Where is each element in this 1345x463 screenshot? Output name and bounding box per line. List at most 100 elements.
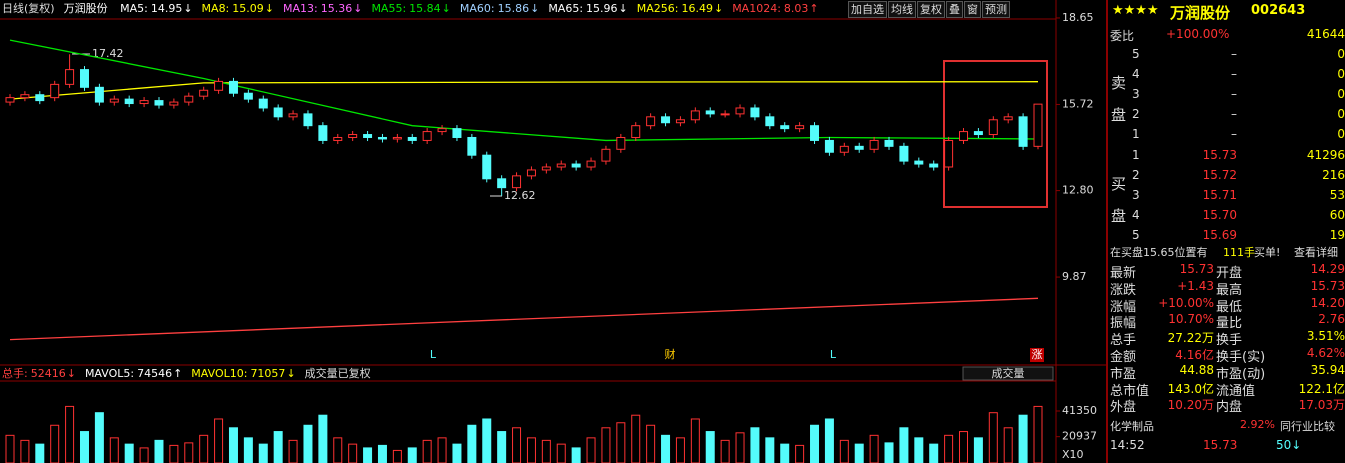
candle-body <box>497 178 507 189</box>
candle-body <box>184 95 194 103</box>
legend-item: MA8: 15.09↓ <box>202 2 274 15</box>
stat-label: 最新 <box>1110 266 1137 281</box>
y-tick-label: 12.80 <box>1062 184 1094 197</box>
volume-legend-value: 74546 <box>137 367 173 380</box>
candle-body <box>79 69 89 88</box>
legend-item: MA55: 15.84↓ <box>371 2 450 15</box>
toolbar-button[interactable]: 均线 <box>888 1 916 18</box>
candle-body <box>735 107 745 115</box>
book-level: 4 <box>1132 67 1140 81</box>
volume-bar <box>675 437 685 463</box>
chart: 17.42 12.62 L 财 L 涨 X10 成交量 18.65 15.72 12… <box>0 0 1106 463</box>
notice-link[interactable]: 查看详细 <box>1294 246 1338 259</box>
candle-body <box>810 125 820 141</box>
legend-trend: ↓ <box>530 2 540 15</box>
legend-item: MA13: 15.36↓ <box>283 2 362 15</box>
legend-trend: ↓ <box>353 2 363 15</box>
volume-menu[interactable]: 成交量 <box>992 366 1025 380</box>
legend-value: 8.03 <box>783 2 809 15</box>
toolbar-button[interactable]: 窗 <box>964 1 981 18</box>
volume-legend-label: 总手: <box>2 367 28 380</box>
candle-body <box>526 169 536 177</box>
volume-bar <box>50 424 60 463</box>
stat-value: 2.76 <box>1318 312 1345 327</box>
volume-bar <box>780 443 790 463</box>
book-price: – <box>1231 47 1237 61</box>
legend-item: MA60: 15.86↓ <box>460 2 539 15</box>
volume-note: 成交量已复权 <box>304 367 371 380</box>
book-price: – <box>1231 67 1237 81</box>
quote-panel: ★★★★ 万润股份 002643 委比 +100.00% 41644 卖盘 5 – 0 4 – 0 3 – 0… <box>1106 0 1345 463</box>
volume-bar <box>258 443 268 463</box>
candle-body <box>228 80 238 94</box>
book-price: – <box>1231 107 1237 121</box>
volume-bar <box>318 414 328 463</box>
candle-body <box>869 139 879 150</box>
event-marker[interactable]: 财 <box>665 347 676 361</box>
volume-tick-label: 41350 <box>1062 404 1097 417</box>
stat-label: 市盈 <box>1110 366 1137 382</box>
volume-bar <box>109 437 119 463</box>
volume-bar <box>735 432 745 463</box>
candle-body <box>839 145 849 153</box>
stat-value: 4.16亿 <box>1175 348 1214 362</box>
legend-item: MA5: 14.95↓ <box>120 2 192 15</box>
candle-body <box>482 154 492 180</box>
event-marker[interactable]: 涨 <box>1032 348 1043 361</box>
highlight-box <box>943 60 1048 208</box>
event-marker[interactable]: L <box>830 348 837 361</box>
stock-name: 万润股份 <box>63 2 108 15</box>
toolbar-button[interactable]: 加自选 <box>848 1 887 18</box>
volume-bar <box>333 437 343 463</box>
event-marker[interactable]: L <box>430 348 437 361</box>
high-annotation: 17.42 <box>92 47 124 60</box>
legend-label: MA65: <box>548 2 584 15</box>
stat-label: 换手 <box>1216 333 1243 349</box>
notice-type: 买单! <box>1254 246 1281 259</box>
candle-body <box>392 136 402 140</box>
stat-value: 4.62% <box>1306 346 1345 360</box>
candle-body <box>377 136 387 140</box>
candle-body <box>452 128 462 138</box>
volume-bar <box>586 437 596 463</box>
stat-label: 涨跌 <box>1110 282 1137 298</box>
candle-body <box>988 119 998 136</box>
candle-body <box>94 86 104 103</box>
stat-value: 14.20 <box>1310 295 1345 310</box>
industry-compare[interactable]: 同行业比较 <box>1280 420 1335 433</box>
legend-trend: ↓ <box>618 2 628 15</box>
toolbar-button[interactable]: 预测 <box>982 1 1010 18</box>
candle-body <box>914 160 924 165</box>
candle-body <box>199 89 209 97</box>
toolbar-button[interactable]: 叠 <box>946 1 963 18</box>
panel-stock-code: 002643 <box>1251 3 1306 18</box>
candle-body <box>333 136 343 141</box>
book-volume: 0 <box>1337 87 1345 101</box>
candle-body <box>780 125 790 130</box>
legend-trend: ↓ <box>183 2 193 15</box>
book-price: – <box>1231 127 1237 141</box>
candle-body <box>944 139 954 168</box>
volume-bar <box>303 424 313 463</box>
book-volume: 60 <box>1329 208 1345 222</box>
volume-bar <box>959 431 969 463</box>
book-price: – <box>1231 87 1237 101</box>
volume-bar <box>765 437 775 463</box>
low-annotation: 12.62 <box>504 189 536 202</box>
legend-value: 14.95 <box>150 2 183 15</box>
book-volume: 19 <box>1329 228 1345 242</box>
candle-body <box>348 134 358 138</box>
order-ratio-value: +100.00% <box>1166 27 1230 41</box>
volume-tick-label: 20937 <box>1062 430 1097 443</box>
book-volume: 0 <box>1337 127 1345 141</box>
volume-bar <box>154 439 164 463</box>
toolbar-button[interactable]: 复权 <box>917 1 945 18</box>
legend-value: 16.49 <box>681 2 713 15</box>
volume-legend-label: MAVOL10: <box>191 367 248 380</box>
volume-menu-box[interactable] <box>962 366 1054 381</box>
volume-legend-trend: ↓ <box>286 367 296 380</box>
book-level: 2 <box>1132 107 1140 121</box>
book-price: 15.73 <box>1202 148 1237 162</box>
volume-bar <box>661 434 671 463</box>
volume-bar <box>35 443 45 463</box>
